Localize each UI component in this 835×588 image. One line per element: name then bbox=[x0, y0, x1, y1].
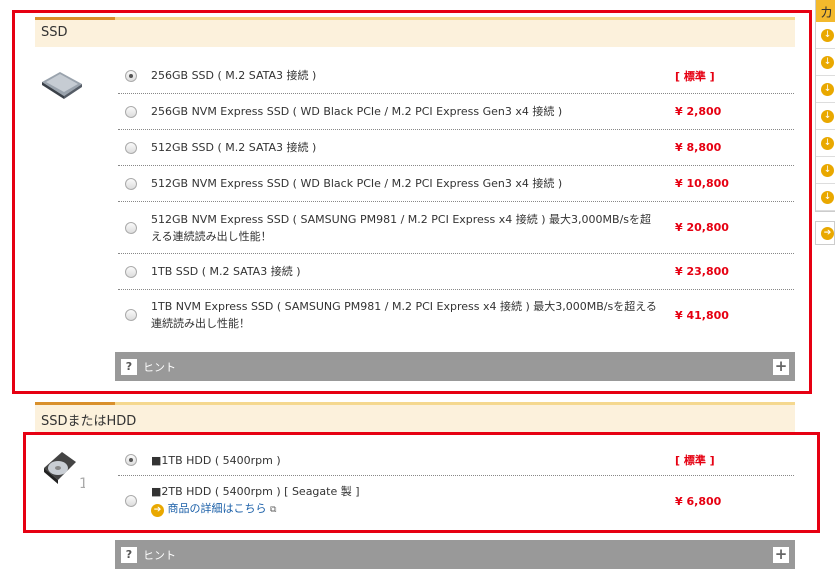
radio-button[interactable] bbox=[125, 495, 137, 507]
ssd-option[interactable]: 512GB NVM Express SSD ( SAMSUNG PM981 / … bbox=[118, 202, 794, 254]
ssd-hint-bar[interactable]: ? ヒント + bbox=[115, 352, 795, 381]
ssd-option[interactable]: 512GB SSD ( M.2 SATA3 接続 ) ¥ 8,800 bbox=[118, 130, 794, 166]
ssd-drive-icon bbox=[42, 72, 82, 99]
ssd-option[interactable]: 1TB NVM Express SSD ( SAMSUNG PM981 / M.… bbox=[118, 290, 794, 340]
radio-button[interactable] bbox=[125, 265, 137, 278]
arrow-down-circle-icon: ↓ bbox=[821, 55, 834, 69]
radio-button[interactable] bbox=[125, 105, 137, 118]
side-nav-item[interactable]: ↓ bbox=[816, 49, 835, 76]
arrow-down-circle-icon: ↓ bbox=[821, 190, 834, 204]
arrow-down-circle-icon: ↓ bbox=[821, 136, 834, 150]
hint-label: ヒント bbox=[143, 548, 176, 562]
option-label: ■1TB HDD ( 5400rpm ) bbox=[151, 453, 281, 467]
ssd-option[interactable]: 512GB NVM Express SSD ( WD Black PCIe / … bbox=[118, 166, 794, 202]
arrow-down-circle-icon: ↓ bbox=[821, 82, 834, 96]
option-label: 512GB NVM Express SSD ( WD Black PCIe / … bbox=[151, 177, 563, 190]
side-nav-link[interactable]: ➔ bbox=[815, 221, 835, 245]
radio-button[interactable] bbox=[125, 454, 137, 466]
highlight-ssd bbox=[12, 10, 812, 394]
external-window-icon: ⧉ bbox=[270, 505, 277, 515]
side-nav-item[interactable]: ↓ bbox=[816, 76, 835, 103]
highlight-hdd bbox=[23, 432, 820, 533]
hint-label: ヒント bbox=[143, 360, 176, 374]
ssd-section-header: SSD bbox=[35, 17, 795, 47]
expand-plus-icon[interactable]: + bbox=[773, 356, 789, 375]
option-label: 256GB NVM Express SSD ( WD Black PCIe / … bbox=[151, 105, 563, 118]
product-details-link[interactable]: 商品の詳細はこちら bbox=[167, 502, 267, 515]
arrow-right-circle-icon: ➔ bbox=[151, 504, 164, 517]
option-price: ¥ 10,800 bbox=[675, 177, 729, 190]
option-label: 1TB NVM Express SSD ( SAMSUNG PM981 / M.… bbox=[151, 300, 657, 330]
arrow-down-circle-icon: ↓ bbox=[821, 28, 834, 42]
question-icon: ? bbox=[121, 358, 137, 375]
ssd-option[interactable]: 256GB SSD ( M.2 SATA3 接続 ) [ 標準 ] bbox=[118, 58, 794, 94]
option-price: ¥ 8,800 bbox=[675, 141, 722, 154]
question-icon: ? bbox=[121, 546, 137, 563]
side-nav-item[interactable]: ↓ bbox=[816, 130, 835, 157]
ssd-option[interactable]: 256GB NVM Express SSD ( WD Black PCIe / … bbox=[118, 94, 794, 130]
radio-button[interactable] bbox=[125, 69, 137, 82]
option-price: ¥ 2,800 bbox=[675, 105, 722, 118]
hdd-drive-icon: 1 bbox=[44, 452, 85, 488]
option-label: 1TB SSD ( M.2 SATA3 接続 ) bbox=[151, 265, 301, 278]
side-nav-item[interactable]: ↓ bbox=[816, 22, 835, 49]
expand-plus-icon[interactable]: + bbox=[773, 544, 789, 563]
side-nav: カ ↓ ↓ ↓ ↓ ↓ ↓ ↓ bbox=[815, 0, 835, 212]
hdd-icon-number: 1 bbox=[79, 476, 85, 488]
hdd-title: SSDまたはHDD bbox=[41, 414, 137, 429]
option-label: 512GB SSD ( M.2 SATA3 接続 ) bbox=[151, 141, 317, 154]
option-label: ■2TB HDD ( 5400rpm ) [ Seagate 製 ] bbox=[151, 485, 360, 498]
arrow-down-circle-icon: ↓ bbox=[821, 163, 834, 177]
hdd-option[interactable]: ■2TB HDD ( 5400rpm ) [ Seagate 製 ] ➔ 商品の詳… bbox=[118, 476, 794, 526]
option-label: 256GB SSD ( M.2 SATA3 接続 ) bbox=[151, 69, 317, 82]
hdd-hint-bar[interactable]: ? ヒント + bbox=[115, 540, 795, 569]
hdd-section-header: SSDまたはHDD bbox=[35, 402, 795, 432]
side-nav-item[interactable]: ↓ bbox=[816, 184, 835, 211]
side-nav-header: カ bbox=[816, 0, 835, 22]
option-price: ¥ 23,800 bbox=[675, 265, 729, 278]
option-price: [ 標準 ] bbox=[675, 454, 715, 467]
option-price: [ 標準 ] bbox=[675, 69, 715, 83]
ssd-option[interactable]: 1TB SSD ( M.2 SATA3 接続 ) ¥ 23,800 bbox=[118, 254, 794, 290]
option-price: ¥ 20,800 bbox=[675, 221, 729, 234]
side-nav-item[interactable]: ↓ bbox=[816, 157, 835, 184]
arrow-down-circle-icon: ↓ bbox=[821, 109, 834, 123]
ssd-title: SSD bbox=[41, 25, 68, 40]
arrow-right-circle-icon: ➔ bbox=[821, 226, 834, 240]
side-nav-item[interactable]: ↓ bbox=[816, 103, 835, 130]
radio-button[interactable] bbox=[125, 309, 137, 321]
radio-button[interactable] bbox=[125, 141, 137, 154]
option-price: ¥ 41,800 bbox=[675, 308, 729, 322]
radio-button[interactable] bbox=[125, 221, 137, 234]
option-price: ¥ 6,800 bbox=[675, 494, 722, 508]
radio-button[interactable] bbox=[125, 177, 137, 190]
option-label: 512GB NVM Express SSD ( SAMSUNG PM981 / … bbox=[151, 212, 652, 243]
hdd-option[interactable]: ■1TB HDD ( 5400rpm ) [ 標準 ] bbox=[118, 445, 794, 476]
